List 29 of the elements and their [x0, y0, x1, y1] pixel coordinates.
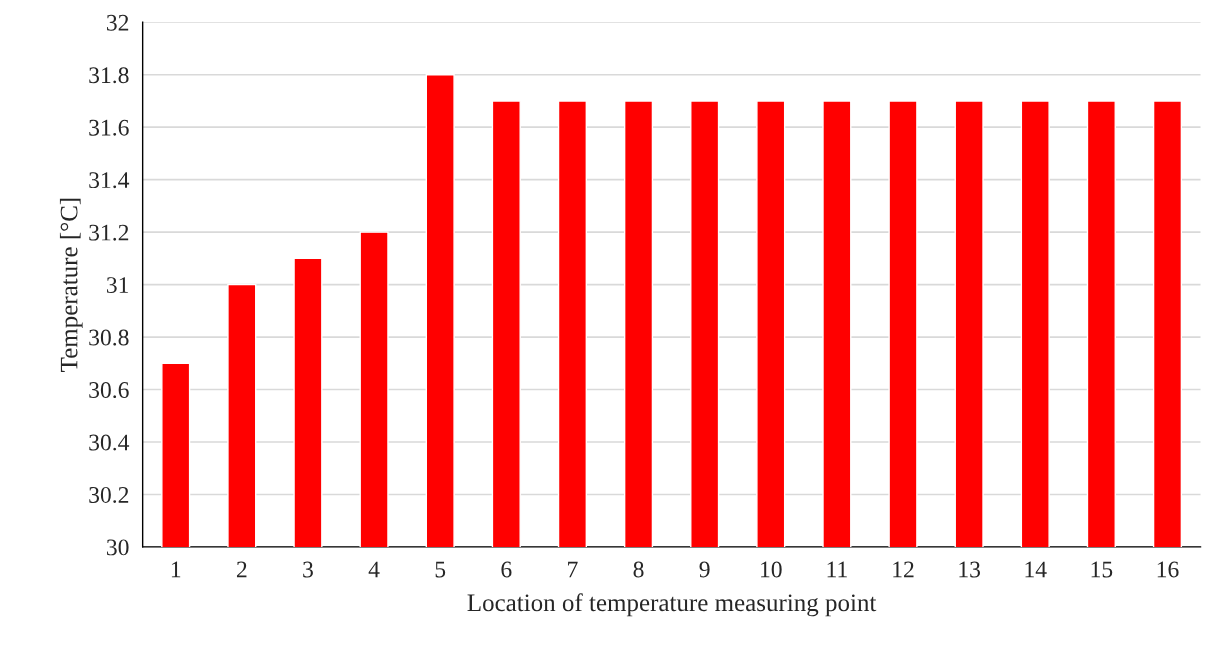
x-tick-label: 11: [827, 561, 847, 578]
x-tick-label: 13: [959, 561, 981, 578]
x-tick-label: 9: [699, 561, 710, 578]
y-tick-label: 30.4: [89, 434, 130, 451]
x-tick-label: 7: [568, 561, 578, 578]
x-tick-label: 2: [236, 561, 247, 578]
x-tick-label: 6: [501, 561, 512, 578]
x-tick-label: 3: [303, 561, 313, 578]
x-tick-label: 12: [893, 561, 914, 578]
x-tick-label: 1: [171, 561, 181, 578]
x-tick-label: 5: [435, 561, 446, 578]
y-tick-label: 30.2: [89, 486, 129, 503]
x-tick-label: 4: [368, 561, 380, 578]
x-tick-label: 10: [761, 561, 782, 578]
y-tick-label: 31: [106, 277, 129, 294]
y-axis-title: Temperature [°C]: [59, 198, 83, 372]
x-tick-label: 16: [1157, 561, 1179, 578]
x-tick-label: 15: [1091, 561, 1113, 578]
y-tick-label: 32: [106, 14, 129, 31]
y-tick-label: 31.2: [89, 224, 129, 241]
y-tick-label: 30: [106, 539, 129, 556]
x-tick-label: 14: [1025, 561, 1047, 578]
y-tick-label: 31.6: [89, 119, 129, 136]
y-tick-label: 30.8: [89, 329, 129, 346]
x-axis-title: Location of temperature measuring point: [467, 593, 877, 617]
y-tick-label: 31.8: [89, 67, 129, 84]
y-tick-label: 31.4: [89, 172, 130, 189]
x-tick-label: 8: [633, 561, 644, 578]
y-tick-label: 30.6: [89, 382, 129, 399]
